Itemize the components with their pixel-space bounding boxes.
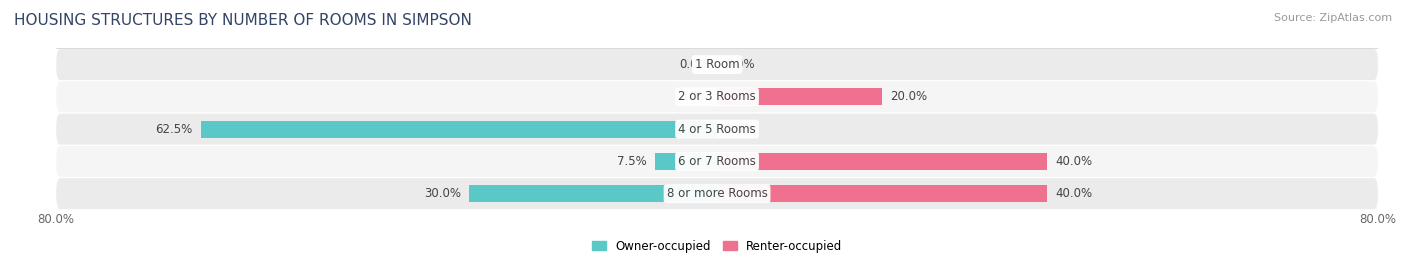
- Text: 40.0%: 40.0%: [1056, 187, 1092, 200]
- Text: 7.5%: 7.5%: [617, 155, 647, 168]
- Text: 8 or more Rooms: 8 or more Rooms: [666, 187, 768, 200]
- Bar: [717, 153, 1047, 170]
- Bar: [717, 185, 1047, 202]
- Text: 0.0%: 0.0%: [679, 90, 709, 103]
- FancyBboxPatch shape: [56, 178, 1378, 209]
- Text: 62.5%: 62.5%: [155, 123, 193, 136]
- Text: 6 or 7 Rooms: 6 or 7 Rooms: [678, 155, 756, 168]
- Text: 4 or 5 Rooms: 4 or 5 Rooms: [678, 123, 756, 136]
- Legend: Owner-occupied, Renter-occupied: Owner-occupied, Renter-occupied: [586, 235, 848, 257]
- Text: 20.0%: 20.0%: [890, 90, 928, 103]
- Text: Source: ZipAtlas.com: Source: ZipAtlas.com: [1274, 13, 1392, 23]
- Text: 1 Room: 1 Room: [695, 58, 740, 71]
- Text: 40.0%: 40.0%: [1056, 155, 1092, 168]
- FancyBboxPatch shape: [56, 49, 1378, 80]
- Text: 0.0%: 0.0%: [725, 123, 755, 136]
- Bar: [655, 153, 717, 170]
- Text: 0.0%: 0.0%: [725, 58, 755, 71]
- Bar: [201, 121, 717, 137]
- Text: 2 or 3 Rooms: 2 or 3 Rooms: [678, 90, 756, 103]
- Text: 30.0%: 30.0%: [425, 187, 461, 200]
- Bar: [470, 185, 717, 202]
- Bar: [717, 89, 883, 105]
- Text: 0.0%: 0.0%: [679, 58, 709, 71]
- FancyBboxPatch shape: [56, 114, 1378, 145]
- FancyBboxPatch shape: [56, 146, 1378, 177]
- FancyBboxPatch shape: [56, 81, 1378, 112]
- Text: HOUSING STRUCTURES BY NUMBER OF ROOMS IN SIMPSON: HOUSING STRUCTURES BY NUMBER OF ROOMS IN…: [14, 13, 472, 29]
